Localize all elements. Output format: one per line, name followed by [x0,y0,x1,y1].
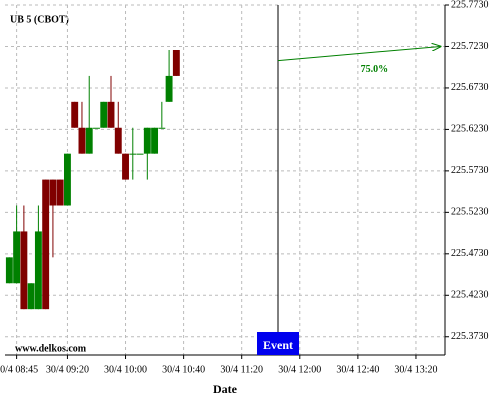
x-tick-label: 30/4 12:40 [336,364,379,375]
y-tick-label: 225.4730 [451,248,489,259]
candle-body [93,127,100,129]
candle-body [114,127,122,154]
event-label: Event [263,338,293,352]
candle-body [49,179,57,206]
candle-body [71,101,79,128]
y-tick-label: 225.6230 [451,124,489,135]
candle-body [42,179,50,310]
candle-body [107,101,115,128]
candle-body [129,153,137,155]
candle-body [20,231,28,310]
candle-body [85,127,93,154]
chart-title: UB 5 (CBOT) [10,14,69,25]
candle-body [122,153,129,180]
y-tick-label: 225.6730 [451,82,489,93]
candle-body [78,127,86,154]
x-tick-label: 30/4 10:00 [104,364,147,375]
x-tick-label: 30/4 08:45 [0,364,38,375]
candle-body [100,101,108,128]
x-tick-label: 30/4 12:00 [278,364,321,375]
candle-body [27,283,35,310]
candle-body [158,127,166,129]
y-tick-label: 225.4230 [451,290,489,301]
candle-body [34,231,42,310]
candle-body [151,127,159,154]
candle-body [165,75,173,102]
watermark: www.delkos.com [15,343,87,354]
x-tick-label: 30/4 10:40 [162,364,205,375]
x-tick-label: 30/4 13:20 [394,364,437,375]
candle-body [56,179,64,206]
candle-body [63,153,71,206]
x-axis-label: Date [213,382,238,396]
candle-body [13,231,21,284]
arrow [277,46,441,62]
event-box [257,332,300,355]
candle-body [5,257,13,284]
x-tick-label: 30/4 09:20 [46,364,89,375]
y-tick-label: 225.5230 [451,207,489,218]
y-tick-label: 225.5730 [451,165,489,176]
arrow-label: 75.0% [361,64,389,75]
candle-body [143,127,151,154]
y-tick-label: 225.3730 [451,331,489,342]
y-tick-label: 225.7230 [451,41,489,52]
candle-body [172,49,180,76]
candle-body [136,153,144,155]
y-tick-label: 225.7730 [451,0,489,10]
x-tick-label: 30/4 11:20 [220,364,263,375]
